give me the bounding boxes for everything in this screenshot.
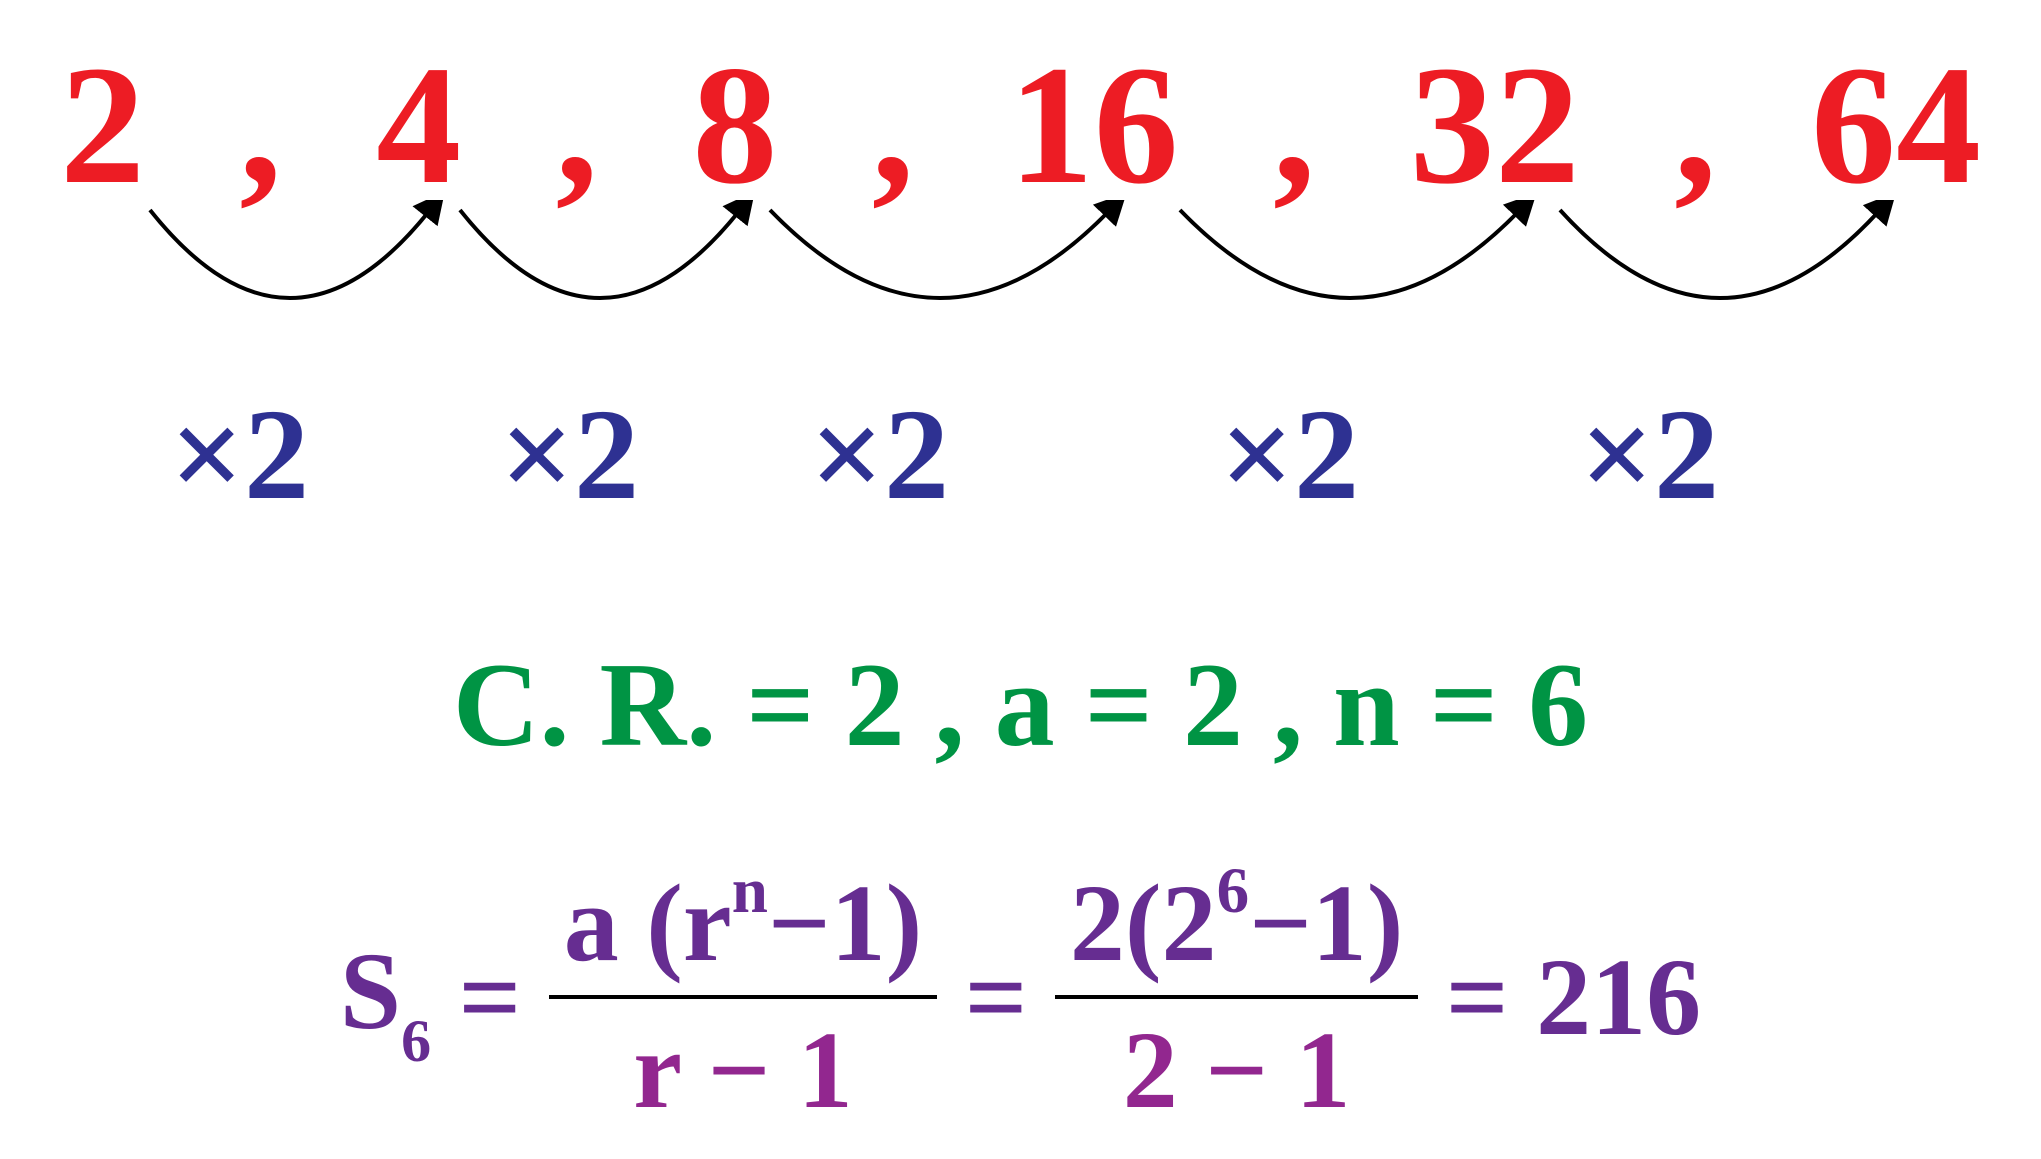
frac1-num-a: a (r xyxy=(564,862,732,984)
multiplier-label: ×2 xyxy=(1220,380,1359,530)
sep1: , xyxy=(905,638,995,771)
frac2-den: 2 − 1 xyxy=(1055,995,1418,1134)
arc xyxy=(150,210,430,298)
multiplier-label: ×2 xyxy=(810,380,949,530)
equals-3: = xyxy=(1446,934,1509,1061)
equals-2: = xyxy=(965,934,1028,1061)
frac1-den: r − 1 xyxy=(549,995,937,1134)
S-sub: 6 xyxy=(401,1008,431,1074)
frac2-num-a: 2(2 xyxy=(1070,862,1217,984)
sequence-separator: , xyxy=(777,28,1008,223)
sequence-separator: , xyxy=(145,28,376,223)
sequence-term: 8 xyxy=(692,28,777,223)
sep2: , xyxy=(1243,638,1333,771)
frac1-num-tail: −1) xyxy=(768,862,922,984)
sequence-term: 16 xyxy=(1009,28,1179,223)
result-value: 216 xyxy=(1536,934,1701,1061)
arc xyxy=(770,210,1110,298)
sequence-row: 2,4,8,16,32,64 xyxy=(60,28,1981,223)
n-label: n = xyxy=(1333,638,1528,771)
frac1-num-exp: n xyxy=(732,855,768,927)
sequence-separator: , xyxy=(1580,28,1811,223)
sequence-term: 4 xyxy=(376,28,461,223)
multiplier-label: ×2 xyxy=(1580,380,1719,530)
n-value: 6 xyxy=(1528,638,1588,771)
arc xyxy=(460,210,740,298)
arc xyxy=(1180,210,1520,298)
sequence-term: 32 xyxy=(1410,28,1580,223)
equals-1: = xyxy=(459,934,522,1061)
a-value: 2 xyxy=(1183,638,1243,771)
cr-value: 2 xyxy=(845,638,905,771)
arc xyxy=(1560,210,1880,298)
frac2-num-exp: 6 xyxy=(1217,855,1250,927)
multiplier-label: ×2 xyxy=(170,380,309,530)
cr-label: C. R. = xyxy=(453,638,845,771)
fraction-general: a (rn−1) r − 1 xyxy=(549,860,937,1134)
a-label: a = xyxy=(995,638,1183,771)
multiplier-label: ×2 xyxy=(500,380,639,530)
fraction-substituted: 2(26−1) 2 − 1 xyxy=(1055,860,1418,1134)
formula-line: S6 = a (rn−1) r − 1 = 2(26−1) 2 − 1 = 21… xyxy=(0,860,2041,1134)
multiplication-arcs xyxy=(110,200,1910,380)
sequence-separator: , xyxy=(461,28,692,223)
sum-symbol: S6 xyxy=(340,928,431,1066)
parameters-line: C. R. = 2 , a = 2 , n = 6 xyxy=(0,636,2041,774)
frac2-num-tail: −1) xyxy=(1249,862,1403,984)
sequence-term: 64 xyxy=(1811,28,1981,223)
sequence-separator: , xyxy=(1179,28,1410,223)
sequence-term: 2 xyxy=(60,28,145,223)
S-label: S xyxy=(340,930,401,1052)
